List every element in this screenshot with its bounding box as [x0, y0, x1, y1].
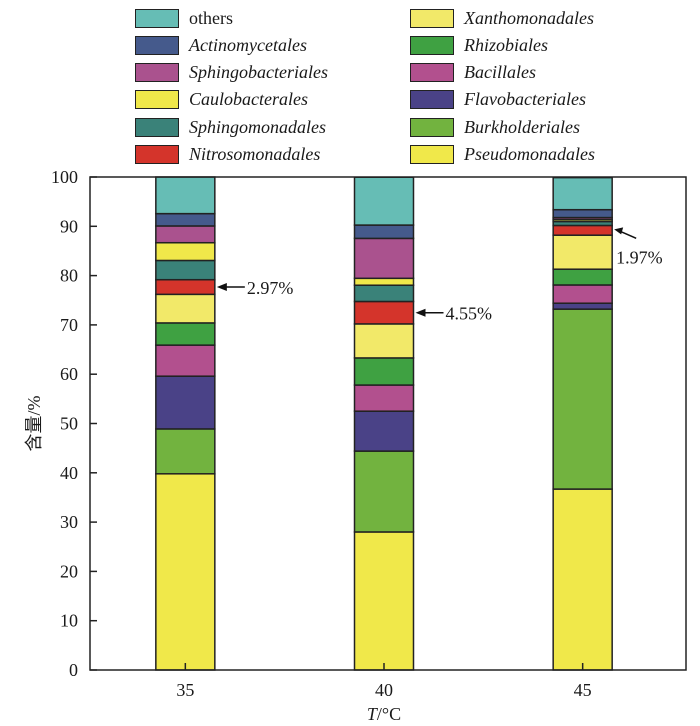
y-tick-label-50: 50 [60, 414, 78, 434]
legend-swatch-others [135, 8, 179, 28]
legend-label-actinomycetales: Actinomycetales [189, 34, 307, 55]
legend-swatch-sphingomonadales [135, 117, 179, 137]
bar-segment-pseudomonadales-40 [353, 531, 415, 671]
bar-segment-others-40 [353, 176, 415, 226]
legend-label-caulobacterales: Caulobacterales [189, 89, 308, 110]
bar-segment-burkholderiales-45 [552, 308, 613, 490]
legend-swatch-nitrosomonadales [135, 145, 179, 164]
bar-segment-xanthomonadales-35 [155, 293, 216, 324]
legend-swatch-flavobacteriales [410, 90, 454, 110]
bar-segment-flavobacteriales-35 [155, 375, 216, 430]
bar-segment-others-35 [155, 176, 216, 215]
bar-segment-rhizobiales-35 [155, 322, 216, 346]
y-tick-label-10: 10 [60, 611, 78, 631]
bar-segment-xanthomonadales-40 [353, 323, 415, 359]
legend-swatch-rhizobiales [410, 35, 454, 55]
legend-item-sphingomonadales: Sphingomonadales [135, 116, 326, 138]
legend-label-rhizobiales: Rhizobiales [464, 34, 548, 55]
bar-segment-actinomycetales-35 [155, 212, 216, 227]
legend-label-others: others [189, 7, 233, 28]
y-tick-label-20: 20 [60, 561, 78, 581]
bar-segment-bacillales-35 [155, 344, 216, 377]
legend-label-bacillales: Bacillales [464, 62, 536, 83]
bar-segment-sphingomonadales-40 [353, 284, 415, 303]
legend-swatch-bacillales [410, 63, 454, 83]
legend-item-pseudomonadales: Pseudomonadales [410, 144, 595, 166]
y-axis-label: 含量/% [24, 395, 44, 451]
legend-label-burkholderiales: Burkholderiales [464, 116, 580, 137]
bar-segment-bacillales-45 [552, 284, 613, 304]
legend-item-xanthomonadales: Xanthomonadales [410, 7, 594, 29]
x-axis-label: T/°C [367, 704, 401, 724]
legend-item-bacillales: Bacillales [410, 62, 536, 84]
bar-segment-rhizobiales-45 [552, 268, 613, 286]
y-tick-label-60: 60 [60, 364, 78, 384]
annotation-label-35: 2.97% [247, 278, 293, 298]
bar-segment-nitrosomonadales-45 [552, 224, 613, 236]
bar-segment-caulobacterales-35 [155, 241, 216, 262]
x-tick-label-35: 35 [176, 680, 194, 700]
legend-label-sphingobacteriales: Sphingobacteriales [189, 62, 328, 83]
annotation-label-45: 1.97% [616, 247, 663, 267]
annotation-arrowhead-45 [614, 227, 624, 235]
bar-segment-pseudomonadales-35 [155, 473, 216, 671]
y-tick-label-30: 30 [60, 512, 78, 532]
x-tick-label-45: 45 [574, 680, 592, 700]
bar-segment-flavobacteriales-40 [353, 410, 415, 452]
y-tick-label-70: 70 [60, 315, 78, 335]
y-tick-label-100: 100 [51, 167, 78, 187]
legend-item-burkholderiales: Burkholderiales [410, 116, 580, 138]
bar-segment-sphingobacteriales-40 [353, 237, 415, 280]
bar-segment-actinomycetales-40 [353, 224, 415, 240]
legend-item-actinomycetales: Actinomycetales [135, 34, 307, 56]
bar-segment-caulobacterales-40 [353, 277, 415, 286]
legend-item-rhizobiales: Rhizobiales [410, 34, 548, 56]
legend-item-nitrosomonadales: Nitrosomonadales [135, 144, 320, 166]
y-tick-label-80: 80 [60, 266, 78, 286]
bar-segment-burkholderiales-40 [353, 450, 415, 533]
legend-item-caulobacterales: Caulobacterales [135, 89, 308, 111]
legend-label-xanthomonadales: Xanthomonadales [464, 7, 594, 28]
bar-segment-nitrosomonadales-35 [155, 278, 216, 296]
legend-item-sphingobacteriales: Sphingobacteriales [135, 62, 328, 84]
y-tick-label-0: 0 [69, 660, 78, 680]
bar-segment-nitrosomonadales-40 [353, 300, 415, 325]
bar-segment-sphingobacteriales-35 [155, 225, 216, 244]
legend-label-pseudomonadales: Pseudomonadales [464, 144, 595, 164]
annotation-arrow-line-45 [619, 230, 637, 240]
annotation-arrowhead-35 [216, 283, 227, 292]
bar-segment-bacillales-40 [353, 384, 415, 412]
x-tick-label-40: 40 [375, 680, 393, 700]
bar-segment-sphingomonadales-35 [155, 259, 216, 281]
chart-legend: others Actinomycetales Sphingobacteriales C… [135, 7, 645, 167]
annotation-label-40: 4.55% [446, 304, 493, 324]
legend-label-sphingomonadales: Sphingomonadales [189, 116, 326, 137]
bar-segment-pseudomonadales-45 [552, 488, 613, 671]
legend-swatch-xanthomonadales [410, 8, 454, 28]
y-tick-label-40: 40 [60, 463, 78, 483]
legend-swatch-pseudomonadales [410, 145, 454, 164]
annotation-arrowhead-40 [415, 308, 426, 317]
legend-item-others: others [135, 7, 233, 29]
legend-swatch-actinomycetales [135, 35, 179, 55]
bar-segment-actinomycetales-45 [552, 208, 613, 219]
legend-label-nitrosomonadales: Nitrosomonadales [189, 144, 321, 164]
legend-swatch-burkholderiales [410, 117, 454, 137]
legend-item-flavobacteriales: Flavobacteriales [410, 89, 586, 111]
y-tick-label-90: 90 [60, 216, 78, 236]
bar-segment-flavobacteriales-45 [552, 302, 613, 310]
bar-segment-burkholderiales-35 [155, 428, 216, 475]
legend-label-flavobacteriales: Flavobacteriales [464, 89, 586, 110]
bar-segment-others-45 [552, 176, 613, 211]
bar-segment-rhizobiales-40 [353, 357, 415, 386]
bar-segment-xanthomonadales-45 [552, 234, 613, 270]
legend-swatch-caulobacterales [135, 90, 179, 110]
legend-swatch-sphingobacteriales [135, 63, 179, 83]
